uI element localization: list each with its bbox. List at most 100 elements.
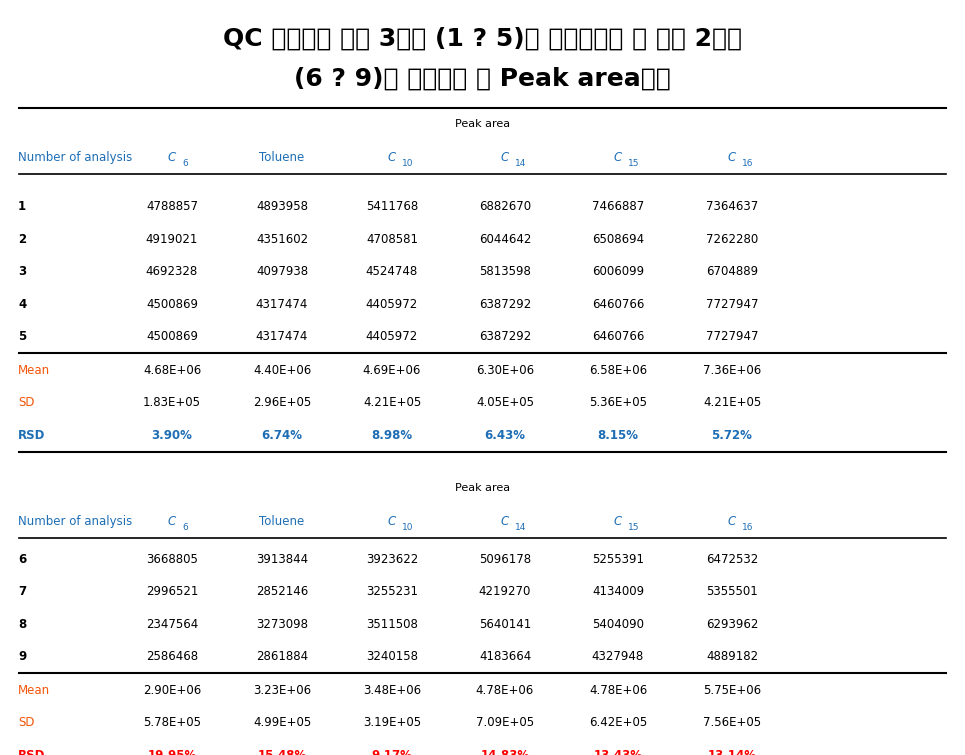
Text: 4889182: 4889182 [706, 650, 758, 663]
Text: 5411768: 5411768 [366, 200, 418, 214]
Text: 6387292: 6387292 [479, 297, 531, 310]
Text: Peak area: Peak area [455, 119, 510, 129]
Text: 15: 15 [628, 159, 640, 168]
Text: 13.14%: 13.14% [707, 749, 757, 755]
Text: 8.98%: 8.98% [372, 429, 413, 442]
Text: 6: 6 [18, 553, 26, 565]
Text: 6387292: 6387292 [479, 330, 531, 343]
Text: 6460766: 6460766 [592, 330, 645, 343]
Text: 10: 10 [402, 159, 413, 168]
Text: 6.58E+06: 6.58E+06 [589, 364, 648, 377]
Text: 6.43%: 6.43% [484, 429, 526, 442]
Text: 4.78E+06: 4.78E+06 [589, 684, 648, 697]
Text: 3.19E+05: 3.19E+05 [363, 716, 421, 729]
Text: 5.75E+06: 5.75E+06 [703, 684, 761, 697]
Text: 8.15%: 8.15% [597, 429, 639, 442]
Text: 15.48%: 15.48% [258, 749, 307, 755]
Text: 2.96E+05: 2.96E+05 [253, 396, 311, 409]
Text: 6044642: 6044642 [479, 233, 531, 245]
Text: 4405972: 4405972 [366, 330, 418, 343]
Text: 3255231: 3255231 [366, 585, 418, 598]
Text: 6882670: 6882670 [479, 200, 531, 214]
Text: 10: 10 [402, 523, 413, 532]
Text: C: C [728, 151, 736, 164]
Text: 6.74%: 6.74% [262, 429, 302, 442]
Text: C: C [388, 515, 396, 528]
Text: 1: 1 [18, 200, 26, 214]
Text: 6460766: 6460766 [592, 297, 645, 310]
Text: 4788857: 4788857 [146, 200, 198, 214]
Text: C: C [388, 151, 396, 164]
Text: 6.30E+06: 6.30E+06 [476, 364, 534, 377]
Text: C: C [728, 515, 736, 528]
Text: 3.48E+06: 3.48E+06 [363, 684, 421, 697]
Text: 4327948: 4327948 [592, 650, 644, 663]
Text: 5.72%: 5.72% [711, 429, 753, 442]
Text: 2.90E+06: 2.90E+06 [143, 684, 201, 697]
Text: 5404090: 5404090 [592, 618, 644, 630]
Text: 3913844: 3913844 [256, 553, 308, 565]
Text: 4500869: 4500869 [146, 330, 198, 343]
Text: 4097938: 4097938 [256, 265, 308, 278]
Text: 3273098: 3273098 [256, 618, 308, 630]
Text: Peak area: Peak area [455, 482, 510, 493]
Text: 4708581: 4708581 [366, 233, 418, 245]
Text: Mean: Mean [18, 684, 50, 697]
Text: 14: 14 [515, 523, 526, 532]
Text: 15: 15 [628, 523, 640, 532]
Text: RSD: RSD [18, 749, 45, 755]
Text: 7727947: 7727947 [705, 330, 758, 343]
Text: 7262280: 7262280 [705, 233, 758, 245]
Text: 2: 2 [18, 233, 26, 245]
Text: 9.17%: 9.17% [372, 749, 412, 755]
Text: C: C [614, 515, 622, 528]
Text: 4.21E+05: 4.21E+05 [363, 396, 421, 409]
Text: 7727947: 7727947 [705, 297, 758, 310]
Text: SD: SD [18, 396, 35, 409]
Text: 5255391: 5255391 [592, 553, 644, 565]
Text: Toluene: Toluene [260, 515, 305, 528]
Text: 4.78E+06: 4.78E+06 [476, 684, 534, 697]
Text: SD: SD [18, 716, 35, 729]
Text: 2586468: 2586468 [146, 650, 198, 663]
Text: 6: 6 [182, 523, 188, 532]
Text: 14: 14 [515, 159, 526, 168]
Text: C: C [614, 151, 622, 164]
Text: 7: 7 [18, 585, 26, 598]
Text: 4: 4 [18, 297, 26, 310]
Text: 4317474: 4317474 [256, 330, 308, 343]
Text: 4.05E+05: 4.05E+05 [476, 396, 534, 409]
Text: Toluene: Toluene [260, 151, 305, 164]
Text: 5: 5 [18, 330, 26, 343]
Text: 3.90%: 3.90% [152, 429, 192, 442]
Text: 7.09E+05: 7.09E+05 [476, 716, 534, 729]
Text: 7.56E+05: 7.56E+05 [703, 716, 761, 729]
Text: C: C [168, 515, 177, 528]
Text: 5.78E+05: 5.78E+05 [143, 716, 201, 729]
Text: C: C [168, 151, 177, 164]
Text: 4.40E+06: 4.40E+06 [253, 364, 311, 377]
Text: RSD: RSD [18, 429, 45, 442]
Text: 16: 16 [742, 523, 754, 532]
Text: 2852146: 2852146 [256, 585, 308, 598]
Text: 7364637: 7364637 [705, 200, 758, 214]
Text: 13.43%: 13.43% [593, 749, 643, 755]
Text: 6704889: 6704889 [706, 265, 758, 278]
Text: 8: 8 [18, 618, 26, 630]
Text: 4919021: 4919021 [146, 233, 198, 245]
Text: 1.83E+05: 1.83E+05 [143, 396, 201, 409]
Text: 4405972: 4405972 [366, 297, 418, 310]
Text: 6: 6 [182, 159, 188, 168]
Text: C: C [501, 515, 510, 528]
Text: 5355501: 5355501 [706, 585, 758, 598]
Text: 4134009: 4134009 [592, 585, 644, 598]
Text: 19.95%: 19.95% [148, 749, 197, 755]
Text: 3923622: 3923622 [366, 553, 418, 565]
Text: 5813598: 5813598 [479, 265, 531, 278]
Text: Number of analysis: Number of analysis [18, 151, 132, 164]
Text: 4524748: 4524748 [366, 265, 418, 278]
Text: 6006099: 6006099 [592, 265, 644, 278]
Text: 9: 9 [18, 650, 26, 663]
Text: 3511508: 3511508 [366, 618, 418, 630]
Text: 6293962: 6293962 [705, 618, 758, 630]
